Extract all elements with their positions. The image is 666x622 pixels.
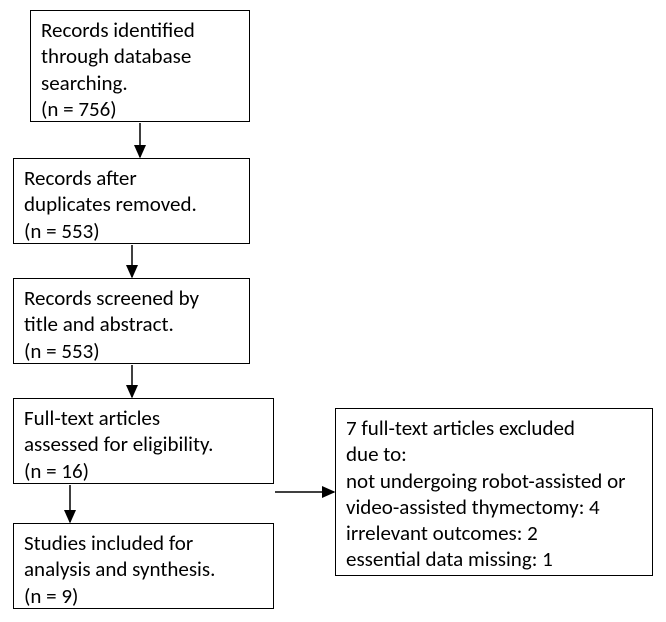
flowchart-node-screened: Records screened bytitle and abstract.(n… [13, 278, 250, 364]
flowchart-node-fulltext: Full-text articlesassessed for eligibili… [13, 398, 274, 484]
flowchart-node-identified: Records identifiedthrough databasesearch… [30, 10, 250, 122]
flowchart-node-dedup: Records afterduplicates removed.(n = 553… [13, 158, 250, 244]
flowchart-node-included: Studies included foranalysis and synthes… [13, 523, 274, 609]
flowchart-node-excluded: 7 full-text articles excludeddue to:not … [335, 408, 653, 576]
